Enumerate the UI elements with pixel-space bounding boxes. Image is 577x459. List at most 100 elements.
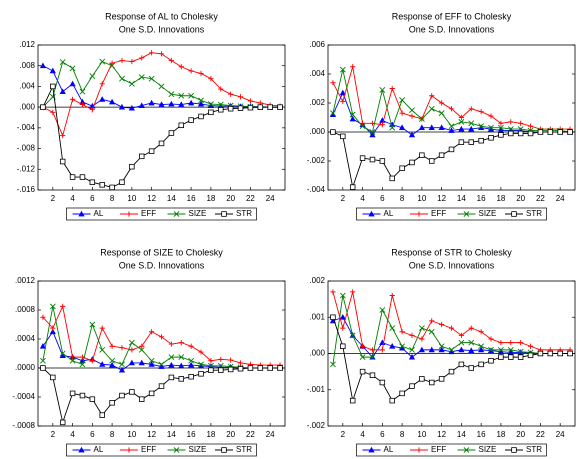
marker — [149, 329, 155, 335]
marker — [547, 129, 554, 135]
legend-label: EFF — [141, 209, 156, 218]
x-tick-label: 22 — [536, 430, 545, 439]
marker — [359, 120, 366, 126]
marker — [158, 140, 165, 147]
marker — [409, 332, 415, 338]
legend-frame — [66, 443, 257, 457]
y-tick-label: -.0004 — [12, 392, 35, 401]
marker — [349, 184, 356, 190]
marker — [221, 211, 227, 217]
marker — [59, 59, 66, 66]
marker — [428, 346, 435, 353]
y-tick-label: .000 — [309, 127, 325, 136]
marker — [511, 447, 517, 453]
x-tick-label: 10 — [417, 430, 426, 439]
chart-title: Response of STR to Cholesky — [391, 247, 512, 257]
x-tick-label: 24 — [556, 194, 565, 203]
chart-title: Response of EFF to Cholesky — [392, 11, 512, 21]
marker — [567, 129, 573, 135]
legend-label: EFF — [141, 445, 156, 454]
marker — [498, 340, 504, 346]
marker — [178, 362, 185, 369]
marker — [79, 101, 86, 108]
marker — [188, 343, 194, 349]
marker — [478, 123, 485, 130]
marker — [458, 139, 465, 145]
x-tick-label: 22 — [246, 430, 255, 439]
marker — [438, 376, 445, 382]
marker — [369, 129, 376, 135]
marker — [330, 361, 336, 368]
marker — [108, 98, 116, 105]
marker — [79, 361, 86, 368]
x-tick-label: 2 — [341, 430, 346, 439]
marker — [168, 57, 174, 64]
marker — [458, 361, 465, 368]
marker — [119, 345, 125, 351]
x-tick-label: 4 — [70, 430, 75, 439]
marker — [527, 123, 534, 129]
marker — [389, 325, 396, 332]
marker — [237, 105, 244, 111]
marker — [228, 357, 234, 363]
marker — [428, 328, 435, 335]
marker — [138, 74, 145, 81]
marker — [119, 75, 125, 82]
marker — [221, 447, 227, 453]
legend-label: SIZE — [189, 209, 207, 218]
marker — [439, 321, 445, 328]
marker — [109, 343, 115, 349]
marker — [188, 357, 195, 364]
marker — [198, 361, 204, 368]
marker — [508, 340, 514, 346]
marker — [158, 51, 165, 57]
legend-label: AL — [94, 209, 104, 218]
marker — [79, 392, 86, 399]
x-tick-label: 8 — [400, 430, 405, 439]
marker — [188, 361, 195, 368]
marker — [458, 114, 464, 121]
legend-label: STR — [526, 445, 542, 454]
marker — [128, 80, 135, 87]
marker — [188, 99, 195, 106]
marker — [139, 55, 145, 61]
marker — [339, 314, 346, 320]
marker — [237, 365, 244, 372]
marker — [399, 110, 405, 116]
marker — [369, 156, 376, 163]
x-tick-label: 8 — [110, 430, 115, 439]
marker — [340, 343, 346, 349]
panel: Response of AL to Cholesky One S.D. Innov… — [17, 11, 286, 221]
marker — [109, 60, 115, 66]
marker — [418, 124, 425, 131]
marker — [419, 376, 425, 382]
x-tick-label: 8 — [400, 194, 405, 203]
marker — [458, 125, 465, 132]
marker — [128, 104, 135, 111]
marker — [60, 303, 66, 309]
marker — [138, 153, 145, 160]
marker — [89, 321, 96, 328]
marker — [168, 341, 174, 347]
marker — [468, 365, 474, 371]
marker — [138, 396, 145, 402]
marker — [99, 58, 106, 65]
marker — [40, 365, 46, 371]
legend-frame — [356, 207, 547, 221]
marker — [109, 184, 115, 191]
marker — [89, 179, 96, 185]
marker — [178, 376, 184, 382]
marker — [138, 102, 145, 108]
marker — [527, 352, 534, 359]
x-tick-label: 20 — [516, 430, 525, 439]
x-tick-label: 12 — [437, 430, 446, 439]
x-tick-label: 12 — [147, 194, 156, 203]
marker — [168, 374, 175, 381]
marker — [458, 339, 465, 346]
marker — [330, 314, 336, 320]
marker — [148, 390, 155, 397]
x-tick-label: 22 — [246, 194, 255, 203]
marker — [409, 107, 415, 114]
marker — [379, 158, 386, 164]
